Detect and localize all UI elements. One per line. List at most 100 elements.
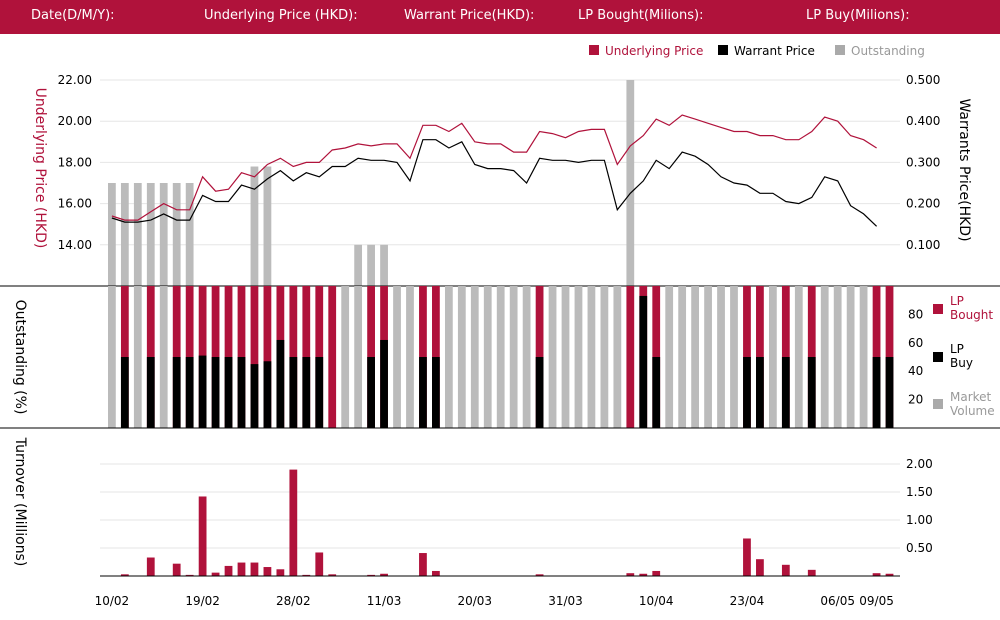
turnover-bar xyxy=(302,574,311,576)
market-volume-bar xyxy=(704,286,712,428)
lp-buy-bar xyxy=(432,357,440,428)
turnover-bar xyxy=(781,564,790,576)
market-volume-bar xyxy=(561,286,570,428)
legend-top: Underlying Price Warrant Price Outstandi… xyxy=(589,44,925,58)
turnover-bar xyxy=(367,574,375,576)
turnover-bar xyxy=(263,567,272,576)
tick-left-top: 18.00 xyxy=(58,155,92,169)
turnover-bar xyxy=(885,573,894,576)
turnover-bar xyxy=(276,569,285,576)
lp-buy-bar xyxy=(302,357,311,428)
warrant-price-label: Warrant Price(HKD): xyxy=(404,8,535,23)
tick-right-mid: 60 xyxy=(908,336,923,350)
lp-buy-bar xyxy=(250,364,259,428)
legend-swatch-outstanding xyxy=(835,45,845,55)
lp-buy-bar xyxy=(198,355,207,428)
lp-buy-bar xyxy=(315,357,324,428)
turnover-bar xyxy=(146,557,155,576)
market-volume-bar xyxy=(833,286,842,428)
x-tick-label: 20/03 xyxy=(457,594,492,608)
lp-buy-bar xyxy=(419,357,427,428)
lp-buy-label: LP Buy(Milions): xyxy=(806,8,910,23)
market-volume-bar xyxy=(354,286,363,428)
outstanding-bar xyxy=(159,183,168,286)
left-axis-title-top: Underlying Price (HKD) xyxy=(32,88,48,249)
outstanding-bar xyxy=(108,183,116,286)
tick-right-top: 0.100 xyxy=(906,238,940,252)
lp-buy-bar xyxy=(743,357,751,428)
date-label: Date(D/M/Y): xyxy=(31,8,115,23)
market-volume-bar xyxy=(691,286,699,428)
outstanding-bar xyxy=(185,183,194,286)
market-volume-bar xyxy=(496,286,505,428)
lp-buy-bar xyxy=(185,357,194,428)
market-volume-bar xyxy=(717,286,725,428)
market-volume-bar xyxy=(613,286,622,428)
lp-buy-bar xyxy=(885,357,894,428)
market-volume-bar xyxy=(730,286,738,428)
lp-buy-bar xyxy=(781,357,790,428)
legend-mid: LP Bought LP Buy Market Volume xyxy=(933,294,995,418)
market-volume-bar xyxy=(522,286,531,428)
lp-bought-bar xyxy=(250,286,259,428)
turnover-bar xyxy=(807,569,816,576)
right-axis-title-top: Warrants Price(HKD) xyxy=(956,98,972,241)
lp-buy-bar xyxy=(367,357,375,428)
left-axis-title-mid: Outstanding (%) xyxy=(12,300,28,415)
underlying-price-label: Underlying Price (HKD): xyxy=(204,8,358,23)
lp-buy-bar xyxy=(289,357,298,428)
market-volume-bar xyxy=(794,286,803,428)
tick-right-bottom: 2.00 xyxy=(906,457,933,471)
market-volume-bar xyxy=(678,286,687,428)
legend-swatch-lp-bought xyxy=(933,304,943,314)
tick-right-top: 0.500 xyxy=(906,73,940,87)
turnover-bar xyxy=(872,573,881,576)
market-volume-bar xyxy=(509,286,518,428)
market-volume-bar xyxy=(587,286,596,428)
market-volume-bar xyxy=(665,286,674,428)
lp-buy-bar xyxy=(639,295,648,428)
turnover-bar xyxy=(237,562,246,576)
outstanding-bar xyxy=(354,244,363,286)
market-volume-bar xyxy=(846,286,855,428)
market-volume-bar xyxy=(768,286,777,428)
left-axis-title-bottom: Turnover (Millions) xyxy=(12,437,28,567)
x-tick-label: 28/02 xyxy=(276,594,311,608)
turnover-bar xyxy=(328,574,337,576)
turnover-bar xyxy=(250,562,259,576)
legend-swatch-lp-buy xyxy=(933,352,943,362)
lp-bought-label: LP Bought(Milions): xyxy=(578,8,704,23)
lp-buy-bar xyxy=(807,357,816,428)
legend-text-underlying: Underlying Price xyxy=(605,44,703,58)
lp-buy-bar xyxy=(224,357,233,428)
outstanding-bar xyxy=(146,183,155,286)
x-tick-label: 11/03 xyxy=(367,594,402,608)
legend-swatch-market-volume xyxy=(933,399,943,409)
turnover-bar xyxy=(185,574,194,576)
lp-buy-bar xyxy=(263,361,272,428)
market-volume-bar xyxy=(393,286,401,428)
market-volume-bar xyxy=(820,286,829,428)
legend-text-outstanding: Outstanding xyxy=(851,44,925,58)
outstanding-bar xyxy=(133,183,142,286)
market-volume-bar xyxy=(444,286,453,428)
lp-buy-bar xyxy=(380,339,388,428)
market-volume-bar xyxy=(108,286,116,428)
lp-buy-bar xyxy=(146,357,155,428)
lp-buy-bar xyxy=(872,357,881,428)
turnover-bar xyxy=(626,573,635,576)
lp-buy-bar xyxy=(211,357,220,428)
lp-buy-bar xyxy=(652,357,661,428)
market-volume-bar xyxy=(457,286,466,428)
x-tick-label: 06/05 xyxy=(820,594,855,608)
turnover-bar xyxy=(743,538,751,576)
tick-right-bottom: 1.50 xyxy=(906,485,933,499)
turnover-bar xyxy=(652,570,661,576)
tick-right-mid: 20 xyxy=(908,393,923,407)
warrant-price-line xyxy=(111,139,878,227)
outstanding-bar xyxy=(380,244,388,286)
legend-swatch-warrant xyxy=(718,45,728,55)
legend-text-warrant: Warrant Price xyxy=(734,44,815,58)
tick-left-top: 22.00 xyxy=(58,73,92,87)
turnover-bar xyxy=(315,552,324,576)
